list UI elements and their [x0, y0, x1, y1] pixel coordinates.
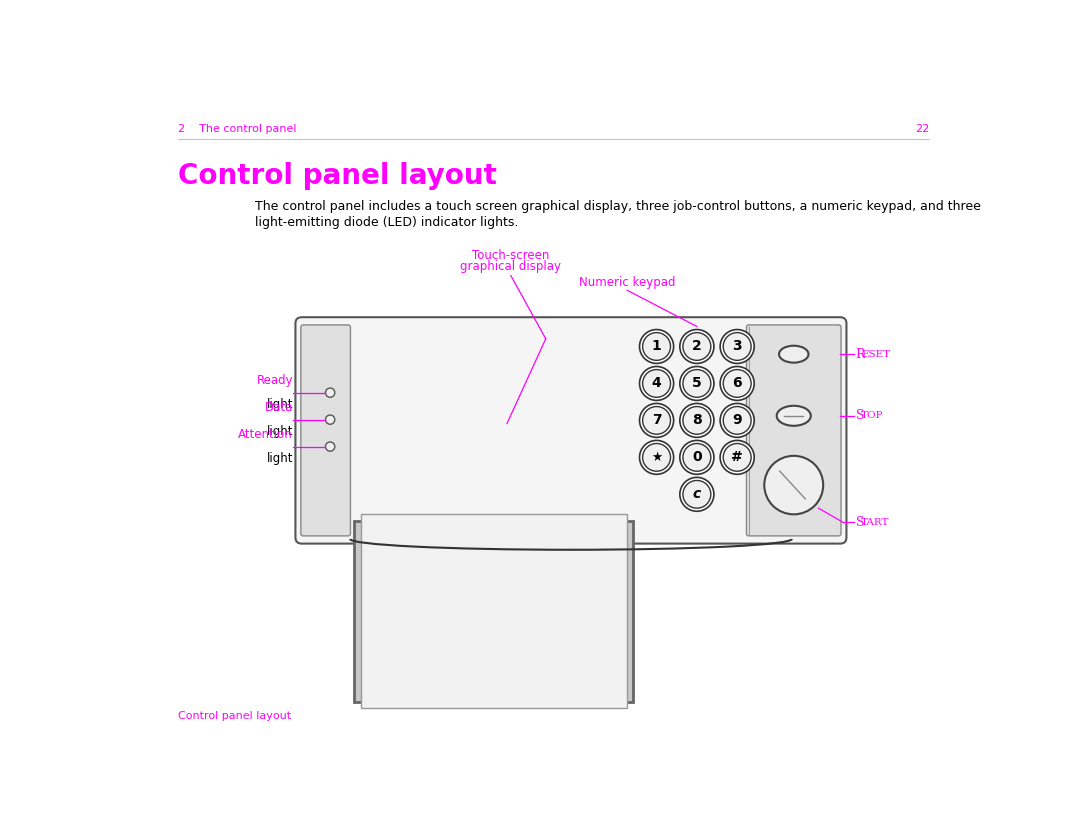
- Text: Ready: Ready: [256, 374, 293, 387]
- Circle shape: [724, 333, 751, 360]
- Text: light: light: [267, 398, 293, 411]
- Text: S: S: [855, 515, 864, 529]
- Text: light: light: [267, 425, 293, 438]
- Text: c: c: [692, 487, 701, 501]
- Circle shape: [679, 477, 714, 511]
- Text: Touch-screen: Touch-screen: [472, 249, 550, 262]
- Circle shape: [720, 440, 754, 475]
- Circle shape: [639, 366, 674, 400]
- Circle shape: [639, 329, 674, 364]
- Text: graphical display: graphical display: [460, 259, 562, 273]
- Text: 3: 3: [732, 339, 742, 354]
- Text: R: R: [855, 348, 865, 360]
- Text: 6: 6: [732, 376, 742, 390]
- Circle shape: [720, 366, 754, 400]
- Text: light: light: [267, 452, 293, 465]
- Text: Control panel layout: Control panel layout: [177, 711, 291, 721]
- Ellipse shape: [777, 406, 811, 426]
- Text: Numeric keypad: Numeric keypad: [579, 276, 675, 289]
- Circle shape: [643, 333, 671, 360]
- FancyBboxPatch shape: [296, 317, 847, 544]
- Text: 8: 8: [692, 414, 702, 427]
- Circle shape: [683, 444, 711, 471]
- Text: ESET: ESET: [861, 349, 890, 359]
- Circle shape: [643, 444, 671, 471]
- Text: S: S: [855, 409, 864, 422]
- Circle shape: [724, 369, 751, 397]
- Text: 2    The control panel: 2 The control panel: [177, 124, 296, 134]
- Circle shape: [325, 442, 335, 451]
- Circle shape: [325, 388, 335, 397]
- Text: light-emitting diode (LED) indicator lights.: light-emitting diode (LED) indicator lig…: [255, 215, 518, 229]
- Text: TART: TART: [861, 518, 890, 526]
- Text: 0: 0: [692, 450, 702, 465]
- Bar: [354, 520, 633, 702]
- Circle shape: [639, 404, 674, 437]
- FancyBboxPatch shape: [746, 325, 841, 536]
- Circle shape: [679, 329, 714, 364]
- Ellipse shape: [779, 346, 809, 363]
- Text: 5: 5: [692, 376, 702, 390]
- Circle shape: [643, 406, 671, 435]
- Circle shape: [639, 440, 674, 475]
- Bar: [361, 515, 627, 708]
- Circle shape: [643, 369, 671, 397]
- Circle shape: [679, 404, 714, 437]
- Circle shape: [720, 404, 754, 437]
- Circle shape: [325, 415, 335, 425]
- Text: ★: ★: [651, 451, 662, 464]
- Text: TOP: TOP: [861, 411, 883, 420]
- Text: Data: Data: [265, 401, 293, 414]
- Text: Control panel layout: Control panel layout: [177, 162, 497, 189]
- Circle shape: [724, 406, 751, 435]
- Text: 2: 2: [692, 339, 702, 354]
- Circle shape: [683, 333, 711, 360]
- Circle shape: [683, 480, 711, 508]
- Text: 4: 4: [651, 376, 661, 390]
- Circle shape: [679, 366, 714, 400]
- Circle shape: [679, 440, 714, 475]
- Text: 22: 22: [915, 124, 930, 134]
- Text: The control panel includes a touch screen graphical display, three job-control b: The control panel includes a touch scree…: [255, 200, 981, 214]
- Text: 1: 1: [651, 339, 661, 354]
- Text: #: #: [731, 450, 743, 465]
- Text: 7: 7: [651, 414, 661, 427]
- Circle shape: [720, 329, 754, 364]
- Text: 9: 9: [732, 414, 742, 427]
- Circle shape: [724, 444, 751, 471]
- FancyBboxPatch shape: [301, 325, 350, 536]
- Circle shape: [765, 456, 823, 515]
- Circle shape: [683, 369, 711, 397]
- Circle shape: [683, 406, 711, 435]
- Text: Attention: Attention: [239, 428, 293, 441]
